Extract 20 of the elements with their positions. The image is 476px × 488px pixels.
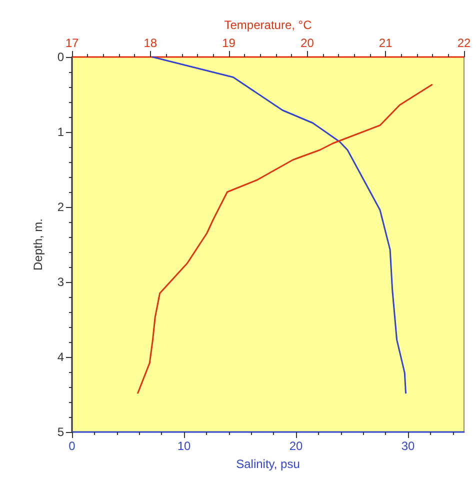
y-tick-label: 4 (57, 350, 64, 364)
x-tick-label: 0 (68, 439, 76, 453)
y-tick-label: 0 (57, 50, 64, 64)
x2-axis-title: Temperature, °C (224, 18, 312, 32)
x-tick-label: 20 (289, 439, 303, 453)
x-axis-title: Salinity, psu (236, 457, 300, 471)
x-tick-label: 10 (177, 439, 191, 453)
x-tick-label: 30 (401, 439, 415, 453)
x2-tick-label: 22 (457, 36, 471, 50)
y-axis-title: Depth, m. (31, 218, 45, 271)
y-tick-label: 5 (57, 425, 64, 439)
y-tick-label: 1 (57, 125, 64, 139)
line-series (152, 56, 407, 394)
x2-tick-label: 19 (222, 36, 236, 50)
y-tick-label: 2 (57, 200, 64, 214)
x2-tick-label: 17 (65, 36, 79, 50)
x2-tick-label: 21 (378, 36, 393, 50)
x2-tick-label: 20 (300, 36, 314, 50)
y-tick-label: 3 (57, 275, 64, 289)
x2-tick-label: 18 (144, 36, 158, 50)
